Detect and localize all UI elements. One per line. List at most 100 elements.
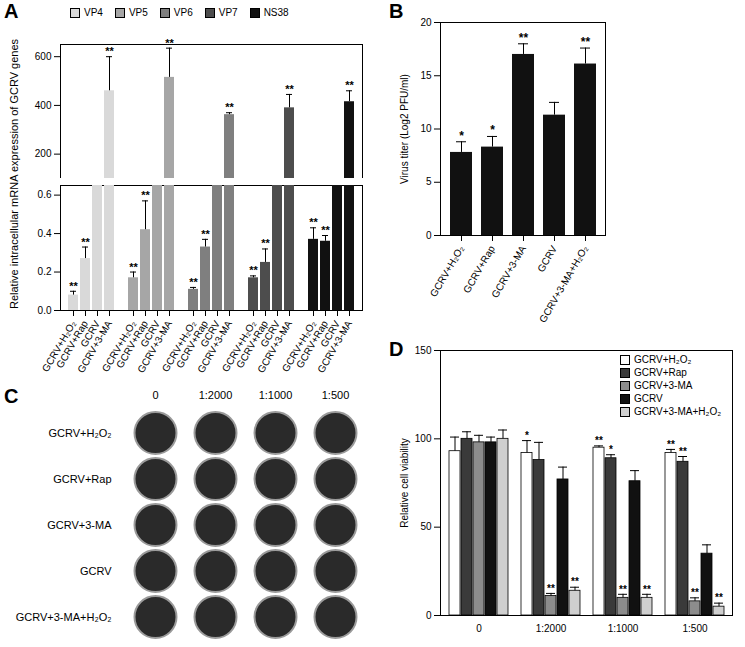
svg-text:600: 600 bbox=[35, 51, 52, 62]
svg-text:0: 0 bbox=[426, 610, 432, 621]
svg-text:0: 0 bbox=[476, 623, 482, 634]
html-text:NS38: NS38 bbox=[263, 7, 289, 18]
svg-text:GCRV+3-MA: GCRV+3-MA bbox=[255, 318, 294, 375]
svg-text:*: * bbox=[609, 444, 613, 455]
html-text:GCRV: GCRV bbox=[634, 393, 663, 404]
svg-text:150: 150 bbox=[415, 345, 432, 356]
svg-text:Virus titer (Log2 PFU/ml): Virus titer (Log2 PFU/ml) bbox=[399, 74, 410, 184]
svg-text:GCRV+H₂O₂: GCRV+H₂O₂ bbox=[159, 318, 198, 374]
svg-text:1:500: 1:500 bbox=[682, 623, 707, 634]
svg-text:**: ** bbox=[141, 189, 150, 201]
svg-text:GCRV+3-MA: GCRV+3-MA bbox=[315, 318, 354, 374]
svg-text:10: 10 bbox=[420, 123, 432, 134]
svg-text:GCRV+3-MA: GCRV+3-MA bbox=[195, 318, 234, 375]
svg-text:GCRV+3-MA+H₂O₂: GCRV+3-MA+H₂O₂ bbox=[16, 611, 112, 623]
svg-text:**: ** bbox=[189, 276, 198, 288]
svg-text:**: ** bbox=[715, 592, 723, 603]
svg-text:GCRV+Rap: GCRV+Rap bbox=[53, 473, 111, 485]
svg-text:GCRV: GCRV bbox=[78, 318, 102, 349]
svg-text:0.4: 0.4 bbox=[38, 228, 52, 239]
svg-text:**: ** bbox=[225, 101, 234, 113]
svg-text:5: 5 bbox=[426, 176, 432, 187]
svg-text:*: * bbox=[459, 129, 464, 143]
svg-text:**: ** bbox=[261, 237, 270, 249]
html-text:VP4: VP4 bbox=[84, 7, 103, 18]
svg-text:*: * bbox=[525, 430, 529, 441]
html-text:GCRV+Rap: GCRV+Rap bbox=[634, 367, 687, 378]
svg-text:**: ** bbox=[69, 280, 78, 292]
svg-text:1:1000: 1:1000 bbox=[608, 623, 639, 634]
svg-text:**: ** bbox=[547, 583, 555, 594]
svg-text:**: ** bbox=[321, 224, 330, 236]
svg-text:GCRV+3-MA: GCRV+3-MA bbox=[135, 318, 174, 375]
svg-text:GCRV+3-MA: GCRV+3-MA bbox=[47, 519, 112, 531]
svg-text:1:500: 1:500 bbox=[322, 389, 350, 401]
svg-text:Relative cell viability: Relative cell viability bbox=[399, 438, 410, 527]
svg-text:**: ** bbox=[581, 35, 591, 49]
svg-text:GCRV: GCRV bbox=[535, 243, 559, 274]
svg-text:GCRV+3-MA: GCRV+3-MA bbox=[75, 318, 114, 375]
html-text:GCRV+H₂O₂: GCRV+H₂O₂ bbox=[634, 354, 692, 365]
svg-text:1:2000: 1:2000 bbox=[199, 389, 233, 401]
svg-text:0.0: 0.0 bbox=[38, 305, 52, 316]
html-text:D: D bbox=[389, 338, 404, 360]
svg-text:GCRV+H₂O₂: GCRV+H₂O₂ bbox=[279, 318, 318, 374]
svg-text:GCRV+H₂O₂: GCRV+H₂O₂ bbox=[219, 318, 258, 374]
svg-text:**: ** bbox=[105, 45, 114, 57]
svg-text:GCRV: GCRV bbox=[198, 318, 222, 349]
svg-text:400: 400 bbox=[35, 100, 52, 111]
svg-text:50: 50 bbox=[420, 521, 432, 532]
svg-text:**: ** bbox=[667, 439, 675, 450]
svg-text:**: ** bbox=[249, 264, 258, 276]
svg-text:*: * bbox=[490, 123, 495, 137]
svg-text:100: 100 bbox=[415, 433, 432, 444]
svg-text:20: 20 bbox=[420, 17, 432, 28]
svg-text:**: ** bbox=[81, 236, 90, 248]
svg-text:GCRV+H₂O₂: GCRV+H₂O₂ bbox=[39, 318, 78, 374]
svg-text:GCRV+H₂O₂: GCRV+H₂O₂ bbox=[48, 427, 111, 439]
svg-text:**: ** bbox=[345, 79, 354, 91]
svg-text:1:2000: 1:2000 bbox=[536, 623, 567, 634]
svg-text:GCRV+Rap: GCRV+Rap bbox=[54, 318, 90, 370]
svg-text:200: 200 bbox=[35, 148, 52, 159]
svg-text:GCRV+Rap: GCRV+Rap bbox=[234, 318, 270, 370]
html-text:Relative intracellular mRNA ex: Relative intracellular mRNA expression o… bbox=[8, 39, 20, 309]
svg-text:**: ** bbox=[519, 31, 529, 45]
html-text:VP6: VP6 bbox=[173, 7, 193, 18]
svg-text:**: ** bbox=[679, 446, 687, 457]
svg-text:**: ** bbox=[691, 587, 699, 598]
svg-text:**: ** bbox=[619, 584, 627, 595]
html-text:VP5: VP5 bbox=[128, 7, 148, 18]
svg-text:**: ** bbox=[643, 584, 651, 595]
html-text:VP7: VP7 bbox=[218, 7, 238, 18]
svg-text:0: 0 bbox=[426, 230, 432, 241]
svg-text:1:1000: 1:1000 bbox=[259, 389, 293, 401]
svg-text:GCRV+3-MA+H₂O₂: GCRV+3-MA+H₂O₂ bbox=[537, 243, 590, 324]
html-text:GCRV+3-MA: GCRV+3-MA bbox=[634, 380, 693, 391]
html-text:GCRV+3-MA+H₂O₂: GCRV+3-MA+H₂O₂ bbox=[634, 406, 721, 417]
svg-text:GCRV: GCRV bbox=[138, 318, 162, 349]
svg-text:GCRV+Rap: GCRV+Rap bbox=[114, 318, 150, 370]
svg-text:GCRV+H₂O₂: GCRV+H₂O₂ bbox=[428, 244, 466, 299]
svg-text:0.6: 0.6 bbox=[38, 189, 52, 200]
svg-text:GCRV+Rap: GCRV+Rap bbox=[294, 318, 330, 370]
html-text:C: C bbox=[4, 385, 19, 407]
svg-text:**: ** bbox=[129, 261, 138, 273]
svg-text:**: ** bbox=[165, 37, 174, 49]
svg-text:**: ** bbox=[595, 435, 603, 446]
svg-text:GCRV+H₂O₂: GCRV+H₂O₂ bbox=[99, 318, 138, 374]
html-text:A: A bbox=[4, 0, 19, 22]
svg-text:0: 0 bbox=[152, 389, 158, 401]
svg-text:0.2: 0.2 bbox=[38, 266, 52, 277]
svg-text:**: ** bbox=[309, 216, 318, 228]
svg-text:**: ** bbox=[571, 576, 579, 587]
svg-text:GCRV+Rap: GCRV+Rap bbox=[174, 318, 210, 370]
html-text:B: B bbox=[389, 0, 404, 22]
svg-text:GCRV: GCRV bbox=[258, 318, 282, 349]
svg-text:GCRV: GCRV bbox=[80, 565, 112, 577]
svg-text:**: ** bbox=[285, 83, 294, 95]
svg-text:GCRV+Rap: GCRV+Rap bbox=[461, 243, 497, 295]
svg-text:15: 15 bbox=[420, 70, 432, 81]
svg-text:**: ** bbox=[201, 228, 210, 240]
svg-text:GCRV+3-MA: GCRV+3-MA bbox=[489, 243, 528, 299]
